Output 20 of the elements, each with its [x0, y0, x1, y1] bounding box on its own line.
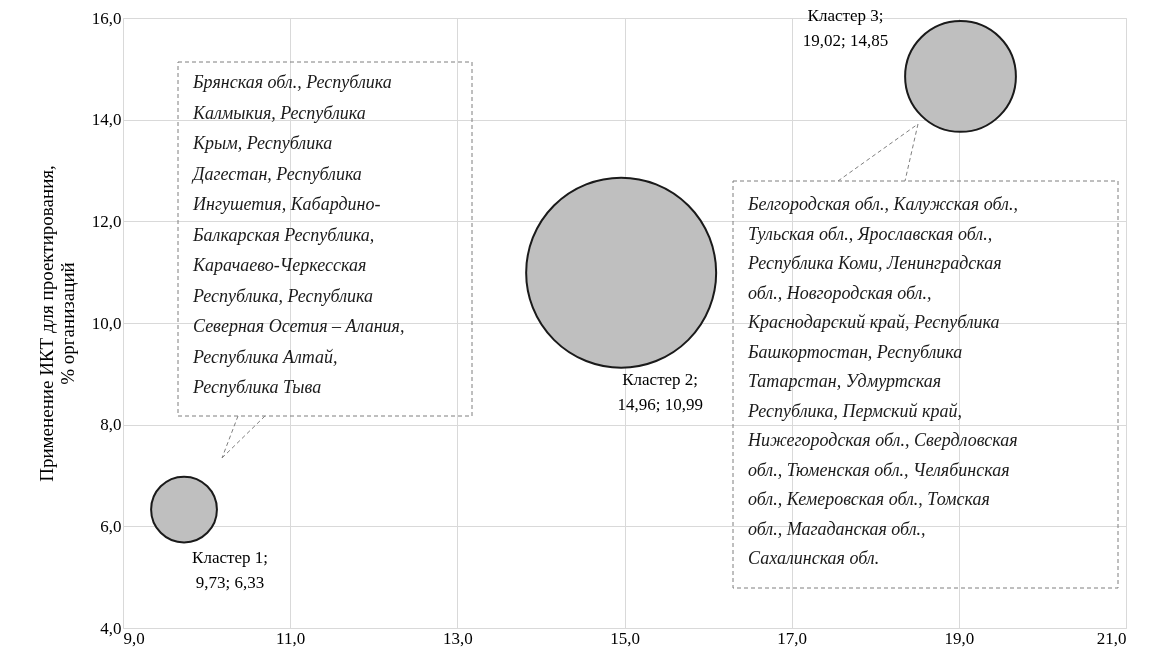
y-tick-label: 12,0	[91, 211, 122, 231]
y-tick-label: 8,0	[100, 415, 122, 435]
y-axis-title: Применение ИКТ для проектирования, % организаций	[35, 165, 78, 482]
x-tick-label: 13,0	[442, 628, 473, 648]
data-label: Кластер 1; 9,73; 6,33	[192, 547, 268, 592]
y-tick-label: 14,0	[91, 110, 122, 130]
y-tick-label: 16,0	[91, 8, 122, 28]
x-tick-label: 11,0	[276, 628, 306, 648]
data-label: Кластер 3; 19,02; 14,85	[802, 6, 889, 51]
y-tick-label: 10,0	[91, 313, 122, 333]
x-tick-label: 21,0	[1096, 628, 1127, 648]
text: Брянская обл., Республика Калмыкия, Республика Крым, Республика Дагестан, Республика Ингушетия, Кабардино- Балкарская Республика, Карачаево-Черкесская Республика, Республика Северная Осетия – Алания, Республика Алтай, Республика Тыва	[193, 72, 405, 397]
x-tick-label: 9,0	[123, 628, 145, 648]
x-tick-label: 15,0	[610, 628, 640, 648]
text: Белгородская обл., Калужская обл., Тульская обл., Ярославская обл., Республика Коми, Ленинградская обл., Новгородская обл., Краснодарский край, Республика Башкортостан, Республика Татарстан, Удмуртская Республика, Пермский край, Нижегородская обл., Свердловская обл., Тюменская обл., Челябинская обл., Кемеровская обл., Томская обл., Магаданская обл., Сахалинская обл.	[748, 194, 1018, 568]
x-tick-label: 17,0	[777, 628, 808, 648]
y-tick-label: 6,0	[100, 516, 122, 536]
data-label: Кластер 2; 14,96; 10,99	[617, 369, 703, 414]
x-tick-label: 19,0	[944, 628, 975, 648]
y-tick-label: 4,0	[100, 618, 122, 638]
